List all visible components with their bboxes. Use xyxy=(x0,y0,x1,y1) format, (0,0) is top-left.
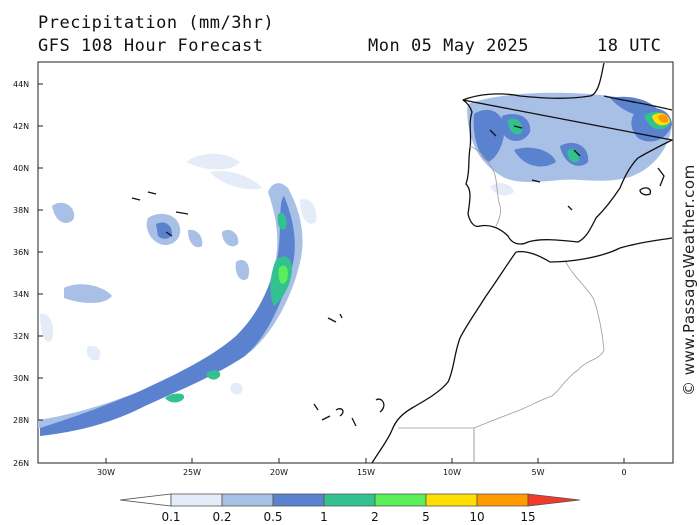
rain-patch-light xyxy=(64,284,112,303)
lat-label: 34N xyxy=(13,290,29,299)
colorbar-label: 5 xyxy=(422,510,430,524)
precipitation-layer xyxy=(38,92,672,436)
sardinia-coast xyxy=(657,167,665,187)
rain-patch-very-light xyxy=(230,382,243,395)
lat-label: 44N xyxy=(13,80,29,89)
rain-band-very-heavy xyxy=(278,265,288,284)
colorbar-label: 15 xyxy=(520,510,535,524)
colorbar-segment-low-arrow xyxy=(119,493,172,507)
colorbar-label: 1 xyxy=(320,510,328,524)
rain-band-heavy xyxy=(206,370,221,380)
lat-label: 40N xyxy=(13,164,29,173)
madrid-region-marks xyxy=(489,125,581,211)
iberia-rain-very-light xyxy=(490,183,514,196)
lon-label: 20W xyxy=(270,468,288,477)
colorbar-segment-high-arrow xyxy=(527,493,581,507)
balearic-islands xyxy=(639,187,652,196)
rain-patch-light xyxy=(235,259,250,281)
madeira-islands xyxy=(327,313,343,323)
forecast-time: 18 UTC xyxy=(597,36,662,56)
lon-label: 15W xyxy=(357,468,375,477)
iberia-rain-moderate xyxy=(473,109,505,162)
forecast-subtitle: GFS 108 Hour Forecast xyxy=(38,36,264,56)
colorbar-segment xyxy=(425,493,478,507)
lat-label: 28N xyxy=(13,416,29,425)
rain-patch-light xyxy=(52,202,75,223)
lat-label: 42N xyxy=(13,122,29,131)
lon-label: 25W xyxy=(183,468,201,477)
colorbar-label: 10 xyxy=(469,510,484,524)
lat-label: 38N xyxy=(13,206,29,215)
azores-islands xyxy=(131,191,189,237)
lat-label: 36N xyxy=(13,248,29,257)
site-credit: © www.PassageWeather.com xyxy=(680,164,698,396)
rain-patch-moderate xyxy=(156,222,172,239)
lat-label: 30N xyxy=(13,374,29,383)
map-title: Precipitation (mm/3hr) xyxy=(38,13,275,33)
country-borders xyxy=(398,145,605,463)
lon-label: 10W xyxy=(443,468,461,477)
rain-band-heavy xyxy=(165,393,185,403)
lon-label: 30W xyxy=(97,468,115,477)
rain-band-heavy xyxy=(277,212,287,230)
tick-marks xyxy=(38,83,625,463)
coastlines xyxy=(131,62,673,464)
lat-label: 26N xyxy=(13,459,29,468)
forecast-date: Mon 05 May 2025 xyxy=(368,36,530,56)
lon-label: 5W xyxy=(532,468,545,477)
colorbar-segment xyxy=(170,493,223,507)
rain-patch-light xyxy=(188,229,203,248)
colorbar-label: 0.1 xyxy=(161,510,180,524)
canary-islands xyxy=(313,398,385,427)
iberia-rain-moderate xyxy=(514,147,556,167)
rain-patch-very-light xyxy=(186,153,240,170)
rain-patch-very-light xyxy=(86,345,101,361)
iberia-coastline xyxy=(462,62,673,245)
lon-label: 0 xyxy=(621,468,626,477)
rain-patch-very-light xyxy=(210,170,262,190)
colorbar-label: 0.2 xyxy=(212,510,231,524)
colorbar-label: 2 xyxy=(371,510,379,524)
colorbar-label: 0.5 xyxy=(263,510,282,524)
colorbar-segment xyxy=(323,493,376,507)
rain-patch-very-light xyxy=(300,199,317,224)
rain-patch-very-light xyxy=(40,313,54,342)
colorbar-segment xyxy=(221,493,274,507)
morocco-algeria-border xyxy=(473,261,605,463)
rain-band-moderate xyxy=(40,196,295,436)
colorbar-segment xyxy=(272,493,325,507)
colorbar: 0.1 0.2 0.5 1 2 5 10 15 xyxy=(119,493,581,524)
latitude-labels: 44N 42N 40N 38N 36N 34N 32N 30N 28N 26N xyxy=(13,80,29,468)
colorbar-segment xyxy=(374,493,427,507)
lat-label: 32N xyxy=(13,332,29,341)
portugal-spain-border xyxy=(469,145,501,227)
rain-patch-light xyxy=(222,229,239,247)
longitude-labels: 30W 25W 20W 15W 10W 5W 0 xyxy=(97,468,627,477)
iberia-rain-extreme xyxy=(658,114,669,123)
africa-coastline xyxy=(371,237,673,464)
colorbar-segment xyxy=(476,493,529,507)
western-sahara-border xyxy=(398,427,475,463)
